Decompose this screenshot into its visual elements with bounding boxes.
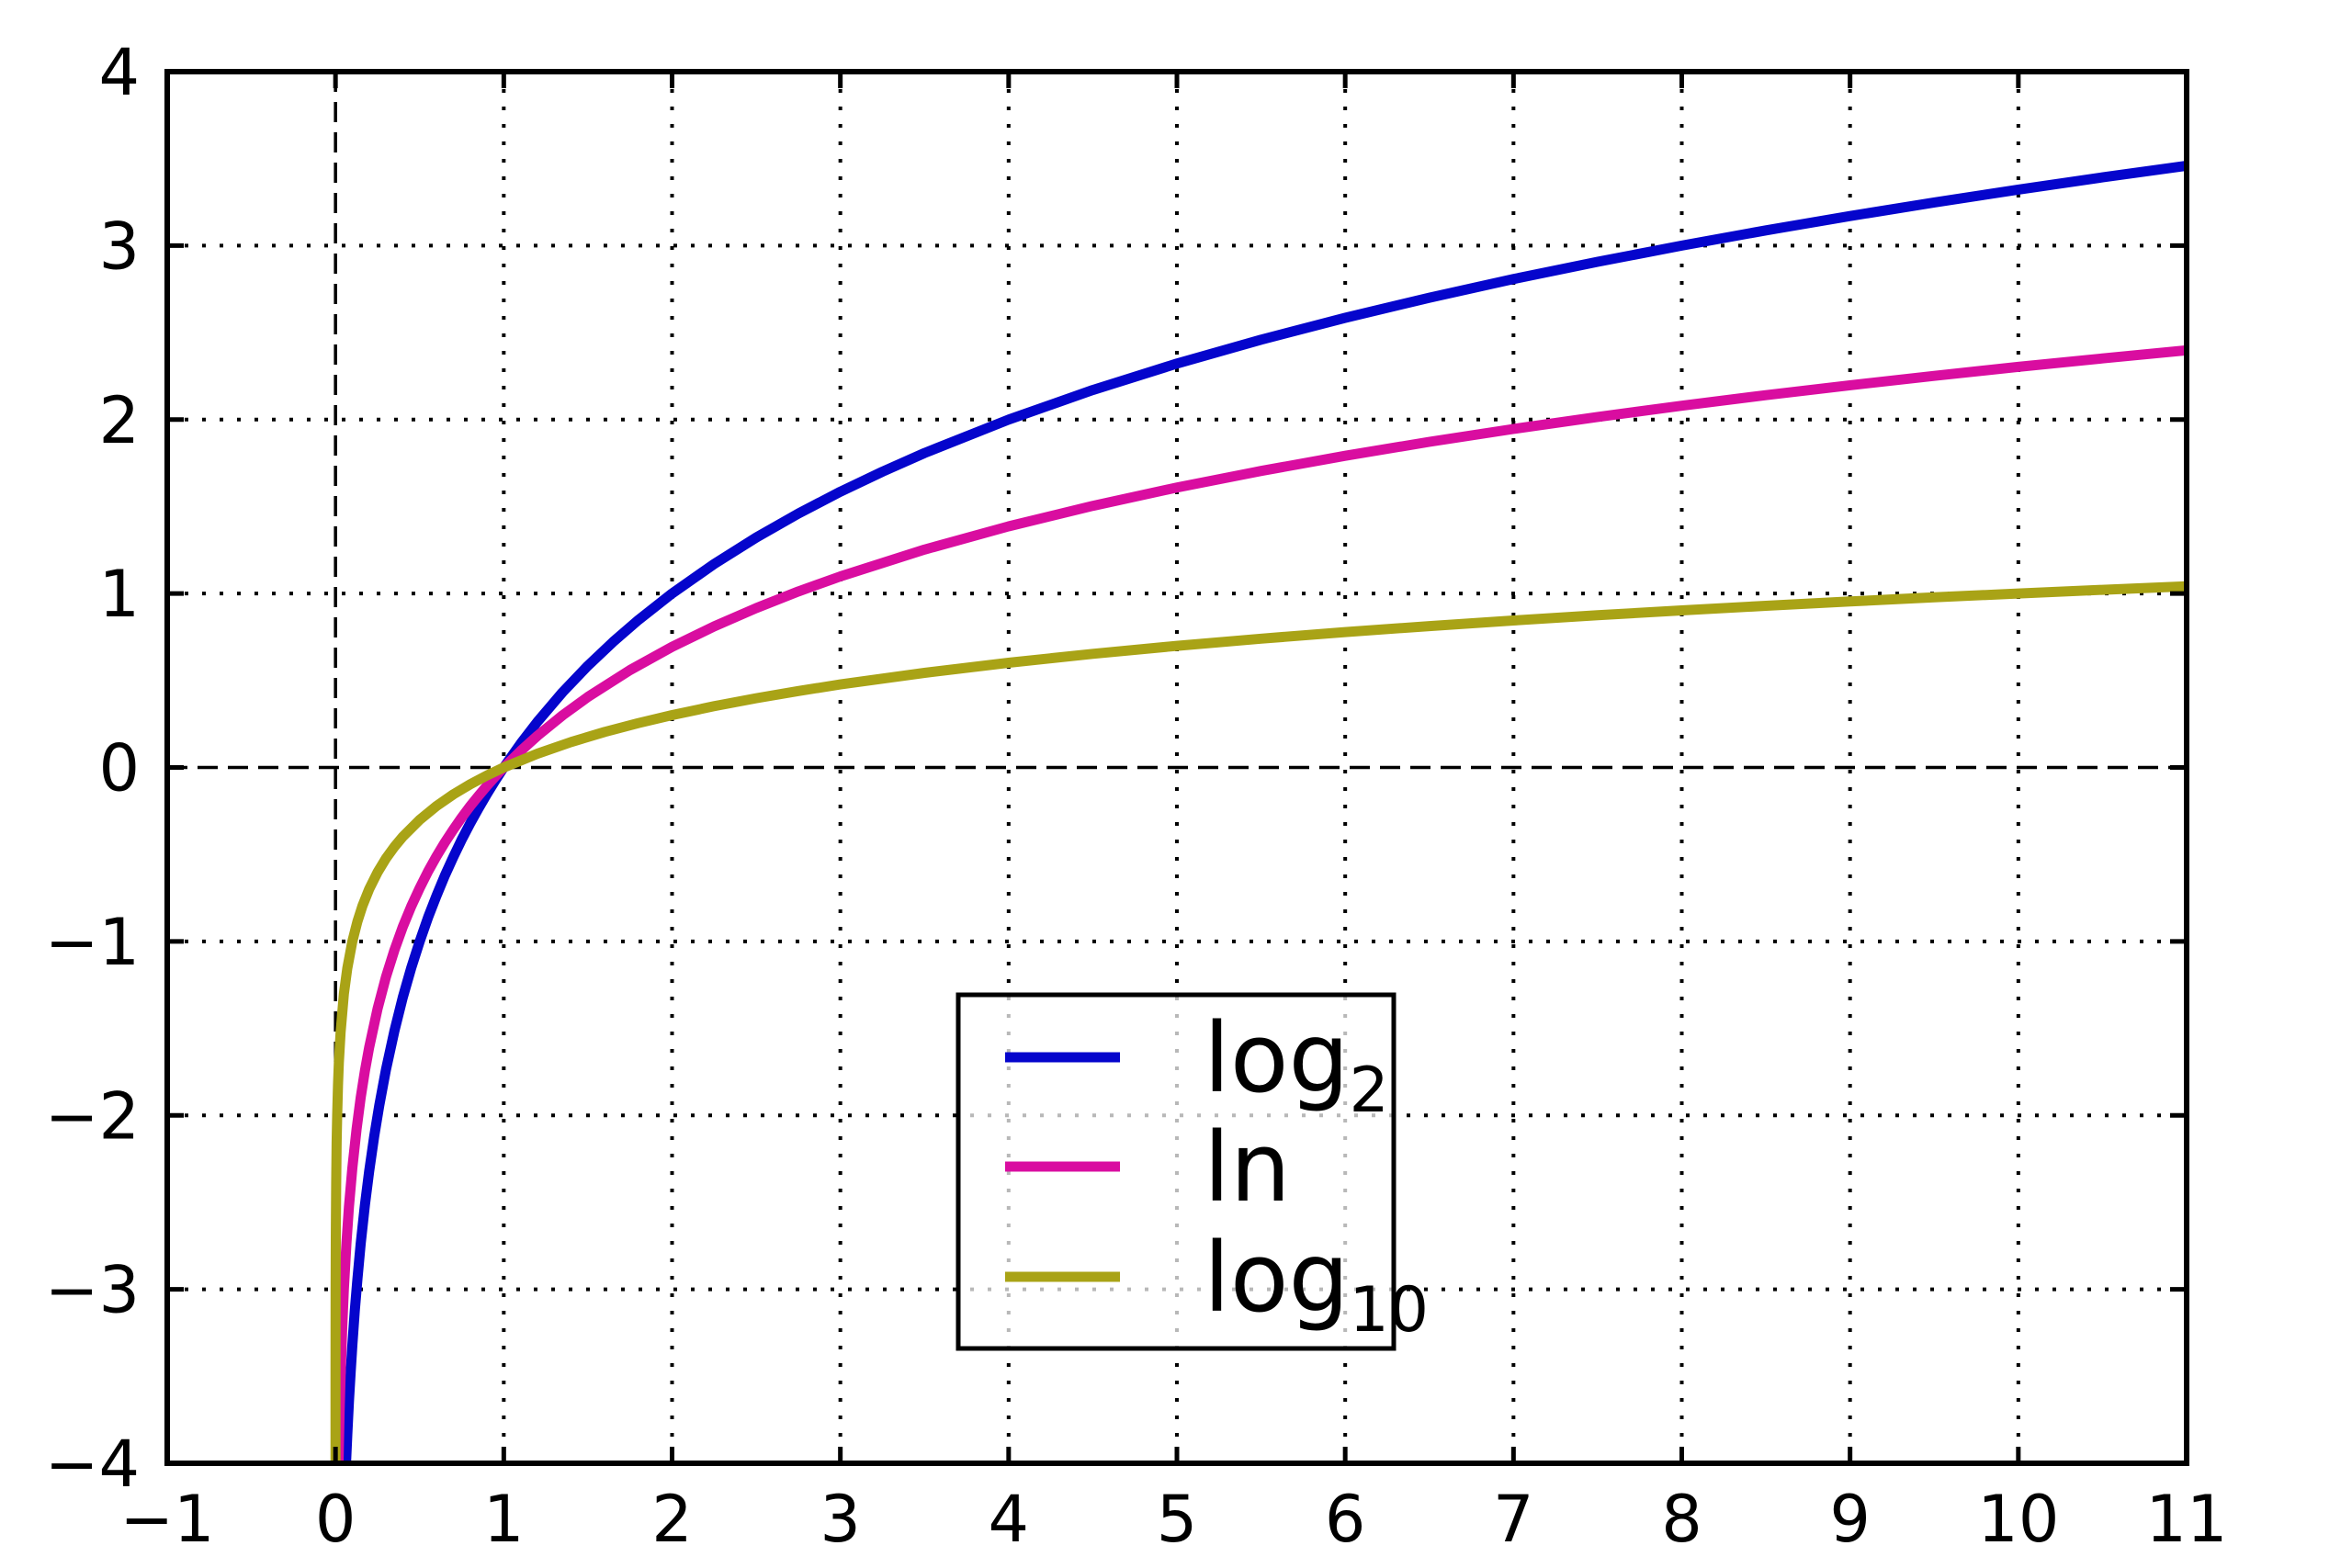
y-tick-label: −3 [45, 1253, 140, 1328]
x-tick-label: 11 [2145, 1482, 2227, 1557]
x-tick-label: 7 [1493, 1482, 1534, 1557]
legend-label-ln: ln [1204, 1111, 1291, 1224]
x-tick-label: 8 [1661, 1482, 1702, 1557]
legend-label-subscript: 10 [1350, 1274, 1430, 1347]
legend-label-base: ln [1204, 1111, 1291, 1224]
y-tick-label: 0 [98, 731, 140, 807]
tick-marks [164, 69, 2189, 1466]
curve-log10 [330, 581, 2187, 1463]
x-tick-label: 2 [651, 1482, 693, 1557]
x-tick-label: −1 [119, 1482, 214, 1557]
x-tick-label: 1 [483, 1482, 525, 1557]
y-tick-label: 2 [98, 383, 140, 458]
legend-label-subscript: 2 [1350, 1055, 1389, 1127]
x-tick-label: 0 [315, 1482, 356, 1557]
y-tick-label: −1 [45, 905, 140, 980]
y-tick-label: −4 [45, 1427, 140, 1502]
y-tick-label: 4 [98, 35, 140, 110]
y-tick-labels: −4 −3 −2 −1 0 1 2 3 4 [45, 35, 140, 1502]
x-tick-label: 9 [1829, 1482, 1871, 1557]
x-tick-labels: −1 0 1 2 3 4 5 6 7 8 9 10 11 [119, 1482, 2227, 1557]
x-tick-label: 4 [989, 1482, 1030, 1557]
x-tick-label: 10 [1977, 1482, 2059, 1557]
legend-label-base: log [1204, 1002, 1350, 1114]
x-tick-label: 3 [820, 1482, 861, 1557]
legend-label-log2: log2 [1204, 1002, 1389, 1127]
y-tick-label: −2 [45, 1078, 140, 1154]
x-tick-label: 6 [1325, 1482, 1366, 1557]
legend-label-log10: log10 [1204, 1222, 1429, 1347]
legend-label-base: log [1204, 1222, 1350, 1334]
y-tick-label: 3 [98, 209, 140, 284]
series-curves [330, 160, 2187, 1463]
curve-log2 [341, 160, 2187, 1463]
y-tick-label: 1 [98, 557, 140, 632]
x-tick-label: 5 [1157, 1482, 1198, 1557]
